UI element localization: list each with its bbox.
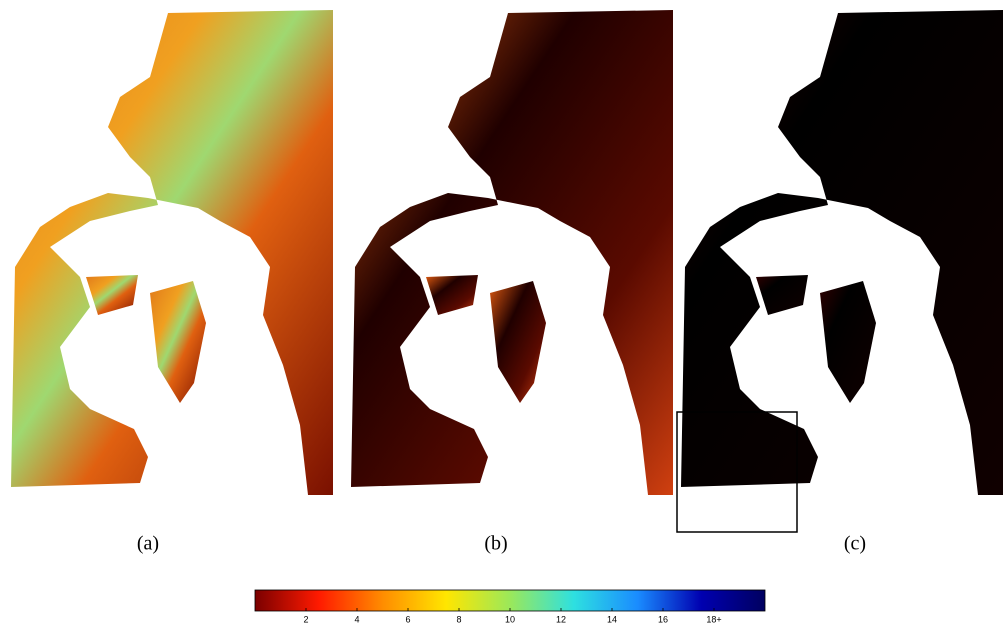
tick-label: 12 bbox=[556, 614, 566, 624]
tick-label: 16 bbox=[658, 614, 668, 624]
colorbar: 2 4 6 8 10 12 14 16 18+ bbox=[254, 589, 766, 624]
tick-label: 18+ bbox=[706, 614, 721, 624]
panel-label: (b) bbox=[484, 533, 507, 555]
tick-label: 2 bbox=[303, 614, 308, 624]
panel-label: (a) bbox=[137, 533, 159, 555]
tick-label: 8 bbox=[456, 614, 461, 624]
panel-label: (c) bbox=[844, 533, 866, 555]
tick-label: 10 bbox=[505, 614, 515, 624]
tick-label: 14 bbox=[607, 614, 617, 624]
map-a bbox=[11, 10, 333, 495]
tick-label: 6 bbox=[405, 614, 410, 624]
highlight-box bbox=[676, 411, 798, 533]
colorbar-bar bbox=[254, 589, 766, 612]
map-b bbox=[351, 10, 673, 495]
tick-label: 4 bbox=[354, 614, 359, 624]
map-c bbox=[681, 10, 1003, 495]
